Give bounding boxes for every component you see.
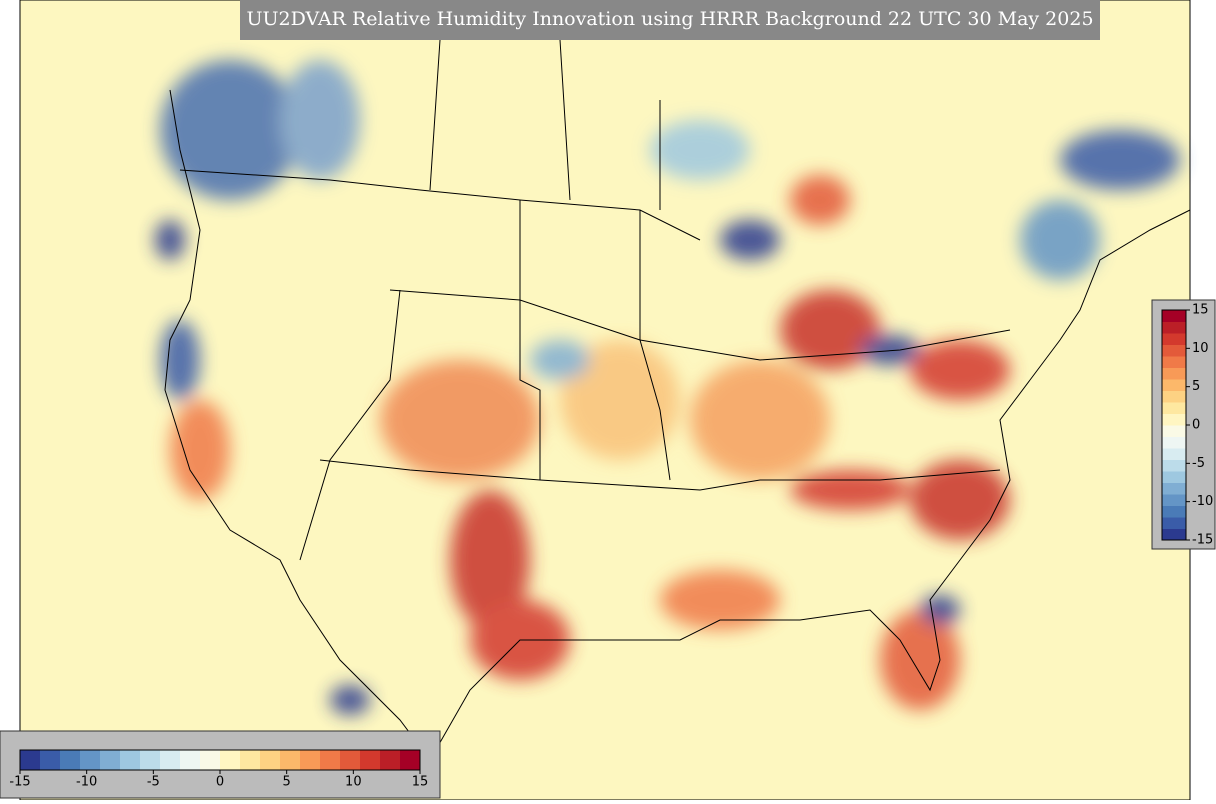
- color-segment: [1162, 367, 1186, 380]
- color-segment: [180, 750, 201, 770]
- tick-label: 15: [1192, 303, 1209, 318]
- colorbar-vertical: -15 -10 -5 0 5 10 15: [1161, 303, 1213, 548]
- color-segment: [1162, 402, 1186, 414]
- color-segment: [320, 750, 341, 770]
- color-segment: [260, 750, 281, 770]
- tick-label: -10: [76, 775, 97, 790]
- tick-label: -5: [147, 775, 160, 790]
- color-segment: [1162, 390, 1186, 403]
- colorbar-horizontal: -15 -10 -5 0 5 10 15: [9, 749, 429, 790]
- color-segment: [1162, 517, 1186, 529]
- color-segment: [1162, 321, 1186, 334]
- color-segment: [1162, 436, 1186, 449]
- color-segment: [1162, 413, 1186, 426]
- color-segment: [1162, 333, 1186, 345]
- color-segment: [140, 750, 161, 770]
- color-segment: [1162, 310, 1186, 322]
- tick-label: -15: [9, 775, 30, 790]
- color-segment: [1162, 344, 1186, 357]
- color-segment: [1162, 494, 1186, 506]
- color-segment: [1162, 482, 1186, 495]
- color-segment: [1162, 448, 1186, 460]
- borders: [164, 39, 1191, 761]
- color-segment: [1162, 471, 1186, 483]
- color-segment: [1162, 356, 1186, 368]
- color-segment: [1162, 528, 1186, 541]
- color-segment: [1162, 505, 1186, 518]
- color-segment: [220, 750, 241, 770]
- color-segment: [1162, 379, 1186, 391]
- tick-label: -5: [1192, 456, 1205, 471]
- color-segment: [1162, 459, 1186, 472]
- color-segment: [200, 750, 221, 770]
- tick-label: -15: [1192, 533, 1213, 548]
- tick-label: 15: [412, 775, 429, 790]
- color-segment: [160, 750, 181, 770]
- field-blobs: [155, 60, 1180, 715]
- tick-label: 0: [216, 775, 224, 790]
- title-box: [240, 0, 1100, 40]
- color-segment: [280, 750, 301, 770]
- color-segment: [1162, 425, 1186, 437]
- map: [19, 0, 1191, 801]
- color-segment: [400, 750, 421, 770]
- tick-label: 5: [283, 775, 291, 790]
- color-segment: [300, 750, 321, 770]
- color-segment: [240, 750, 261, 770]
- color-segment: [20, 750, 41, 770]
- color-segment: [40, 750, 61, 770]
- color-segment: [340, 750, 361, 770]
- color-segment: [360, 750, 381, 770]
- color-segment: [60, 750, 81, 770]
- color-segment: [80, 750, 101, 770]
- map-title: UU2DVAR Relative Humidity Innovation usi…: [246, 8, 1093, 30]
- tick-label: 10: [345, 775, 362, 790]
- color-segment: [380, 750, 401, 770]
- tick-label: 5: [1192, 379, 1200, 394]
- tick-label: -10: [1192, 494, 1213, 509]
- tick-label: 10: [1192, 341, 1209, 356]
- color-segment: [120, 750, 141, 770]
- color-segment: [100, 750, 121, 770]
- tick-label: 0: [1192, 418, 1200, 433]
